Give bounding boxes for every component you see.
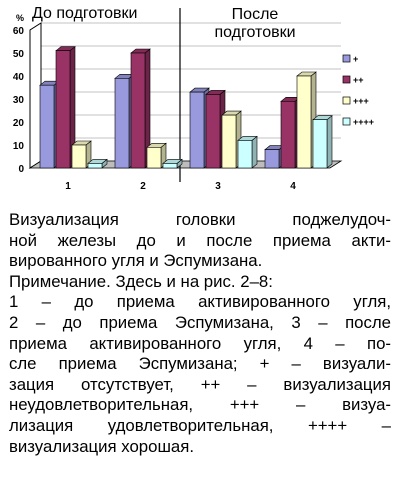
caption-line: ной железы до и после приема акти- [9, 230, 391, 250]
y-tick-label: 10 [13, 141, 25, 152]
legend-label: ++++ [353, 117, 374, 127]
y-tick-label: 40 [13, 72, 25, 83]
bar [221, 114, 237, 169]
chart-legend: ++++++++++ [342, 54, 374, 127]
bar [237, 140, 253, 169]
caption-line: Примечание. Здесь и на рис. 2–8: [9, 271, 273, 291]
bar [296, 75, 312, 169]
caption-line: сле приема Эспумизана; + – визуали- [9, 354, 391, 374]
x-tick-label: 1 [65, 181, 71, 192]
group-label-before: До подготовки [32, 5, 138, 22]
x-tick-label: 2 [140, 181, 146, 192]
legend-label: ++ [353, 75, 364, 85]
bar [205, 94, 221, 169]
y-tick-label: 50 [13, 49, 25, 60]
y-tick-label: 0 [18, 164, 24, 175]
legend-swatch [342, 117, 351, 126]
legend-label: +++ [353, 96, 369, 106]
bar [312, 119, 328, 169]
bar [87, 163, 103, 169]
caption-line: неудовлетворительная, +++ – визуа- [9, 395, 391, 415]
caption-line: Визуализация головки поджелудоч- [9, 210, 391, 229]
bar [114, 78, 130, 169]
bar [280, 101, 296, 169]
bar [130, 52, 146, 169]
bar [146, 147, 162, 169]
group-label-after-line1: После [231, 6, 279, 23]
bar [39, 84, 55, 169]
legend-label: + [353, 54, 358, 64]
caption-line: лизация удовлетворительная, ++++ – [9, 415, 391, 435]
legend-swatch [342, 54, 351, 63]
bar-side [326, 115, 333, 169]
y-axis-label: % [16, 13, 24, 23]
x-tick-label: 4 [290, 181, 296, 192]
caption-line: визуализация хорошая. [9, 436, 195, 456]
caption-line: 2 – до приема Эспумизана, 3 – после [9, 312, 391, 332]
group-label-after-line2: подготовки [214, 24, 296, 41]
bar [71, 144, 87, 169]
x-tick-label: 3 [215, 181, 221, 192]
y-tick-label: 60 [13, 26, 25, 37]
group-label-after: После подготовки [200, 6, 310, 42]
legend-swatch [342, 96, 351, 105]
y-tick-label: 20 [13, 118, 25, 129]
caption-line: зация отсутствует, ++ – визуализация [9, 374, 391, 394]
bar [189, 91, 205, 169]
legend-swatch [342, 75, 351, 84]
chart-side-wall [29, 22, 42, 169]
y-tick-label: 30 [13, 95, 25, 106]
figure-caption: Визуализация головки поджелудоч- ной жел… [9, 210, 391, 457]
bar-side [251, 135, 258, 169]
bar [55, 50, 71, 169]
caption-line: приема активированного угля, 4 – по- [9, 333, 391, 353]
caption-line: вированного угля и Эспумизана. [9, 251, 263, 271]
caption-line: 1 – до приема активированного угля, [9, 292, 391, 312]
bar [264, 149, 280, 169]
bar [162, 163, 178, 169]
chart-bars: 1 2 3 4 [39, 46, 333, 192]
